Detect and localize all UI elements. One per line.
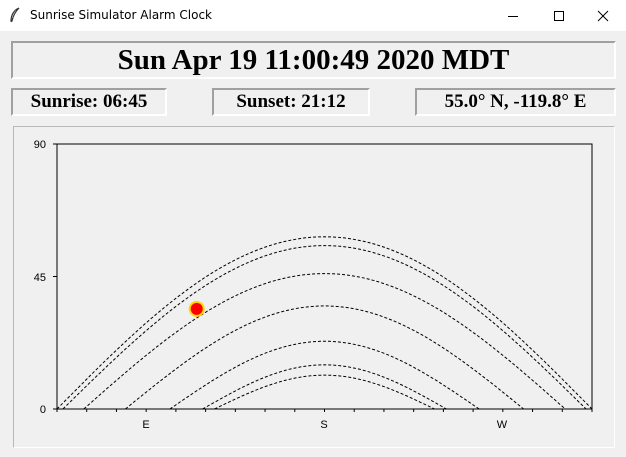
sun-path-curve [202,364,447,410]
sun-path-chart-frame [13,126,615,448]
plot-area [56,143,593,410]
window-title: Sunrise Simulator Alarm Clock [30,8,212,22]
title-bar: Sunrise Simulator Alarm Clock [0,0,626,31]
sun-path-curve [125,305,524,410]
sun-path-curve [83,273,566,410]
y-tick-label: 45 [34,272,46,284]
close-icon [597,10,609,21]
sun-path-curve [62,245,587,410]
y-tick-label: 90 [34,139,46,151]
maximize-icon [554,10,564,21]
y-tick-label: 0 [40,404,46,416]
x-tick-label: E [142,419,149,431]
minimize-button[interactable] [490,0,536,31]
sun-path-curve [169,340,480,410]
x-tick-label: S [320,419,327,431]
maximize-button[interactable] [536,0,582,31]
sunrise-label: Sunrise: 06:45 [11,88,167,116]
location-label: 55.0° N, -119.8° E [415,88,616,116]
close-button[interactable] [580,0,626,31]
x-tick-label: W [497,419,508,431]
sun-marker [188,300,205,317]
clock-display: Sun Apr 19 11:00:49 2020 MDT [11,41,616,79]
sun-path-curve [214,374,435,410]
feather-icon [10,7,20,23]
sun-path-curve [56,236,593,410]
minimize-icon [508,15,518,17]
sunset-label: Sunset: 21:12 [212,88,370,116]
